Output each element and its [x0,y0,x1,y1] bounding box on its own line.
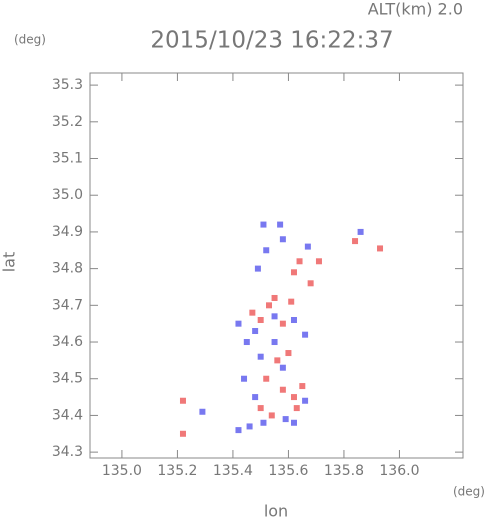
radar-cell [179,397,186,404]
radar-cell [257,353,264,360]
radar-cell [263,375,270,382]
radar-cell [352,238,359,245]
y-tick-label: 35.3 [52,77,83,93]
radar-cell [302,397,309,404]
radar-cell [254,265,261,272]
x-tick-label: 135.0 [102,463,142,479]
y-tick-label: 35.0 [52,187,83,203]
x-axis-label: lon [264,502,288,521]
radar-cell [299,383,306,390]
altitude-label: ALT(km) 2.0 [368,0,463,19]
y-tick-label: 34.6 [52,334,83,350]
radar-cell [252,394,259,401]
y-tick-label: 34.8 [52,261,83,277]
radar-cell [290,269,297,276]
radar-cell [257,317,264,324]
radar-cell [285,350,292,357]
x-tick-label: 135.4 [213,463,253,479]
x-tick-label: 136.0 [379,463,419,479]
x-tick-label: 135.8 [324,463,364,479]
radar-cell [271,339,278,346]
y-tick-label: 34.5 [52,371,83,387]
y-tick-label: 34.9 [52,224,83,240]
x-tick-label: 135.2 [157,463,197,479]
radar-cell [302,331,309,338]
chart-title: 2015/10/23 16:22:37 [150,28,393,54]
y-tick-label: 34.4 [52,407,83,423]
radar-cell [307,280,314,287]
radar-cell [271,294,278,301]
radar-cell [260,221,267,228]
radar-cell [279,386,286,393]
radar-cell [243,339,250,346]
radar-cell [252,328,259,335]
radar-cell [290,317,297,324]
y-unit: (deg) [14,33,46,47]
radar-cell [279,364,286,371]
radar-cell [241,375,248,382]
radar-cell [260,419,267,426]
radar-cell [293,405,300,412]
x-tick-label: 135.6 [268,463,308,479]
radar-cell [271,313,278,320]
radar-cell [315,258,322,265]
radar-cell [199,408,206,415]
radar-cell [377,245,384,252]
y-tick-label: 34.3 [52,444,83,460]
radar-cell [268,412,275,419]
radar-cell [179,430,186,437]
radar-cell [290,419,297,426]
radar-cell [279,236,286,243]
radar-cell [249,309,256,316]
radar-cell [279,320,286,327]
x-unit: (deg) [453,485,485,499]
radar-cell [304,243,311,250]
plot-frame [89,72,464,459]
radar-cell [257,405,264,412]
radar-cell [288,298,295,305]
radar-cell [277,221,284,228]
radar-cell [235,427,242,434]
radar-cell [246,423,253,430]
radar-cell [296,258,303,265]
radar-cell [290,394,297,401]
radar-cell [235,320,242,327]
y-axis-label: lat [0,252,19,273]
radar-cell [282,416,289,423]
y-tick-label: 34.7 [52,297,83,313]
radar-cell [263,247,270,254]
radar-cell [357,228,364,235]
radar-cell [266,302,273,309]
radar-cell [274,357,281,364]
y-tick-label: 35.1 [52,151,83,167]
y-tick-label: 35.2 [52,114,83,130]
